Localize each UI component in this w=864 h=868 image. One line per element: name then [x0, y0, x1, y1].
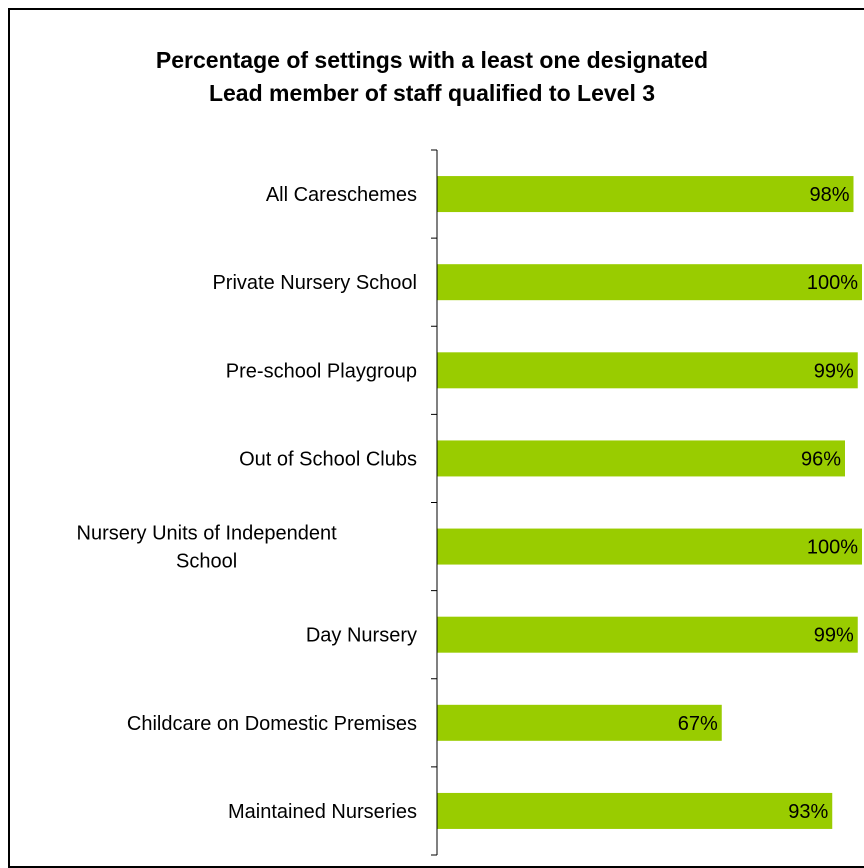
chart-title-line-1: Percentage of settings with a least one …	[155, 47, 709, 73]
category-label: Private Nursery School	[212, 272, 417, 294]
bar-value-label: 98%	[809, 184, 849, 206]
bar-value-label: 67%	[678, 713, 718, 735]
bar	[437, 176, 854, 213]
category-label: Out of School Clubs	[239, 448, 417, 470]
chart-title: Percentage of settings with a least one …	[0, 44, 864, 110]
bar	[437, 440, 845, 477]
chart-title-line-2: Lead member of staff qualified to Level …	[208, 80, 656, 106]
bar-value-label: 99%	[814, 625, 854, 647]
bar-value-label: 99%	[814, 360, 854, 382]
category-label: Day Nursery	[306, 625, 417, 647]
bar	[437, 704, 722, 741]
category-label: Childcare on Domestic Premises	[127, 713, 417, 735]
bar	[437, 528, 862, 565]
bar	[437, 264, 862, 301]
bar	[437, 352, 858, 389]
category-label: All Careschemes	[266, 184, 417, 206]
bar-value-label: 100%	[807, 272, 858, 294]
bar-value-label: 96%	[801, 448, 841, 470]
bar	[437, 616, 858, 653]
category-label: Maintained Nurseries	[228, 801, 417, 823]
bar-value-label: 93%	[788, 801, 828, 823]
bar-value-label: 100%	[807, 537, 858, 559]
bar	[437, 792, 833, 829]
category-label: Pre-school Playgroup	[226, 360, 417, 382]
category-label: Nursery Units of Independent School	[77, 523, 338, 573]
